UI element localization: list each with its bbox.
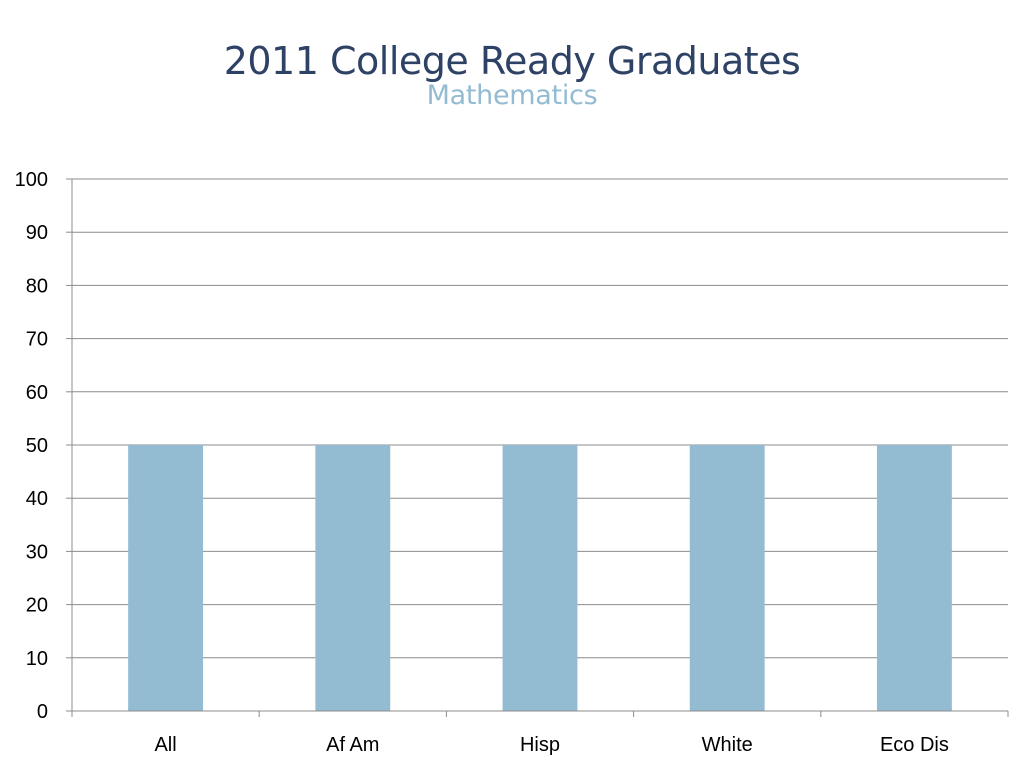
x-tick-label: All (154, 734, 176, 756)
bar-white (689, 445, 765, 711)
chart-subtitle: Mathematics (426, 80, 598, 111)
x-tick-label: Hisp (520, 734, 560, 756)
y-tick-label: 60 (26, 382, 48, 404)
y-tick-label: 100 (15, 169, 48, 191)
x-tick-label: Af Am (326, 734, 379, 756)
y-tick-label: 30 (26, 541, 48, 563)
y-tick-label: 0 (37, 701, 48, 723)
y-tick-label: 50 (26, 435, 48, 457)
bar-all (128, 445, 204, 711)
chart-title: 2011 College Ready Graduates (223, 39, 801, 83)
y-tick-label: 70 (26, 329, 48, 351)
axes (66, 178, 1009, 717)
x-tick-label: White (702, 734, 753, 756)
y-tick-label: 20 (26, 595, 48, 617)
x-tick-label: Eco Dis (880, 734, 949, 756)
y-tick-label: 80 (26, 275, 48, 297)
x-tick-labels: All Af Am Hisp White Eco Dis (154, 734, 948, 756)
y-tick-label: 40 (26, 488, 48, 510)
bar-eco-dis (876, 445, 952, 711)
title-block: 2011 College Ready Graduates Mathematics (0, 38, 1024, 112)
bars (128, 445, 952, 711)
y-tick-label: 90 (26, 222, 48, 244)
bar-hisp (502, 445, 578, 711)
y-tick-labels: 0 10 20 30 40 50 60 70 80 90 100 (15, 169, 48, 723)
y-tick-label: 10 (26, 648, 48, 670)
bar-af-am (315, 445, 391, 711)
